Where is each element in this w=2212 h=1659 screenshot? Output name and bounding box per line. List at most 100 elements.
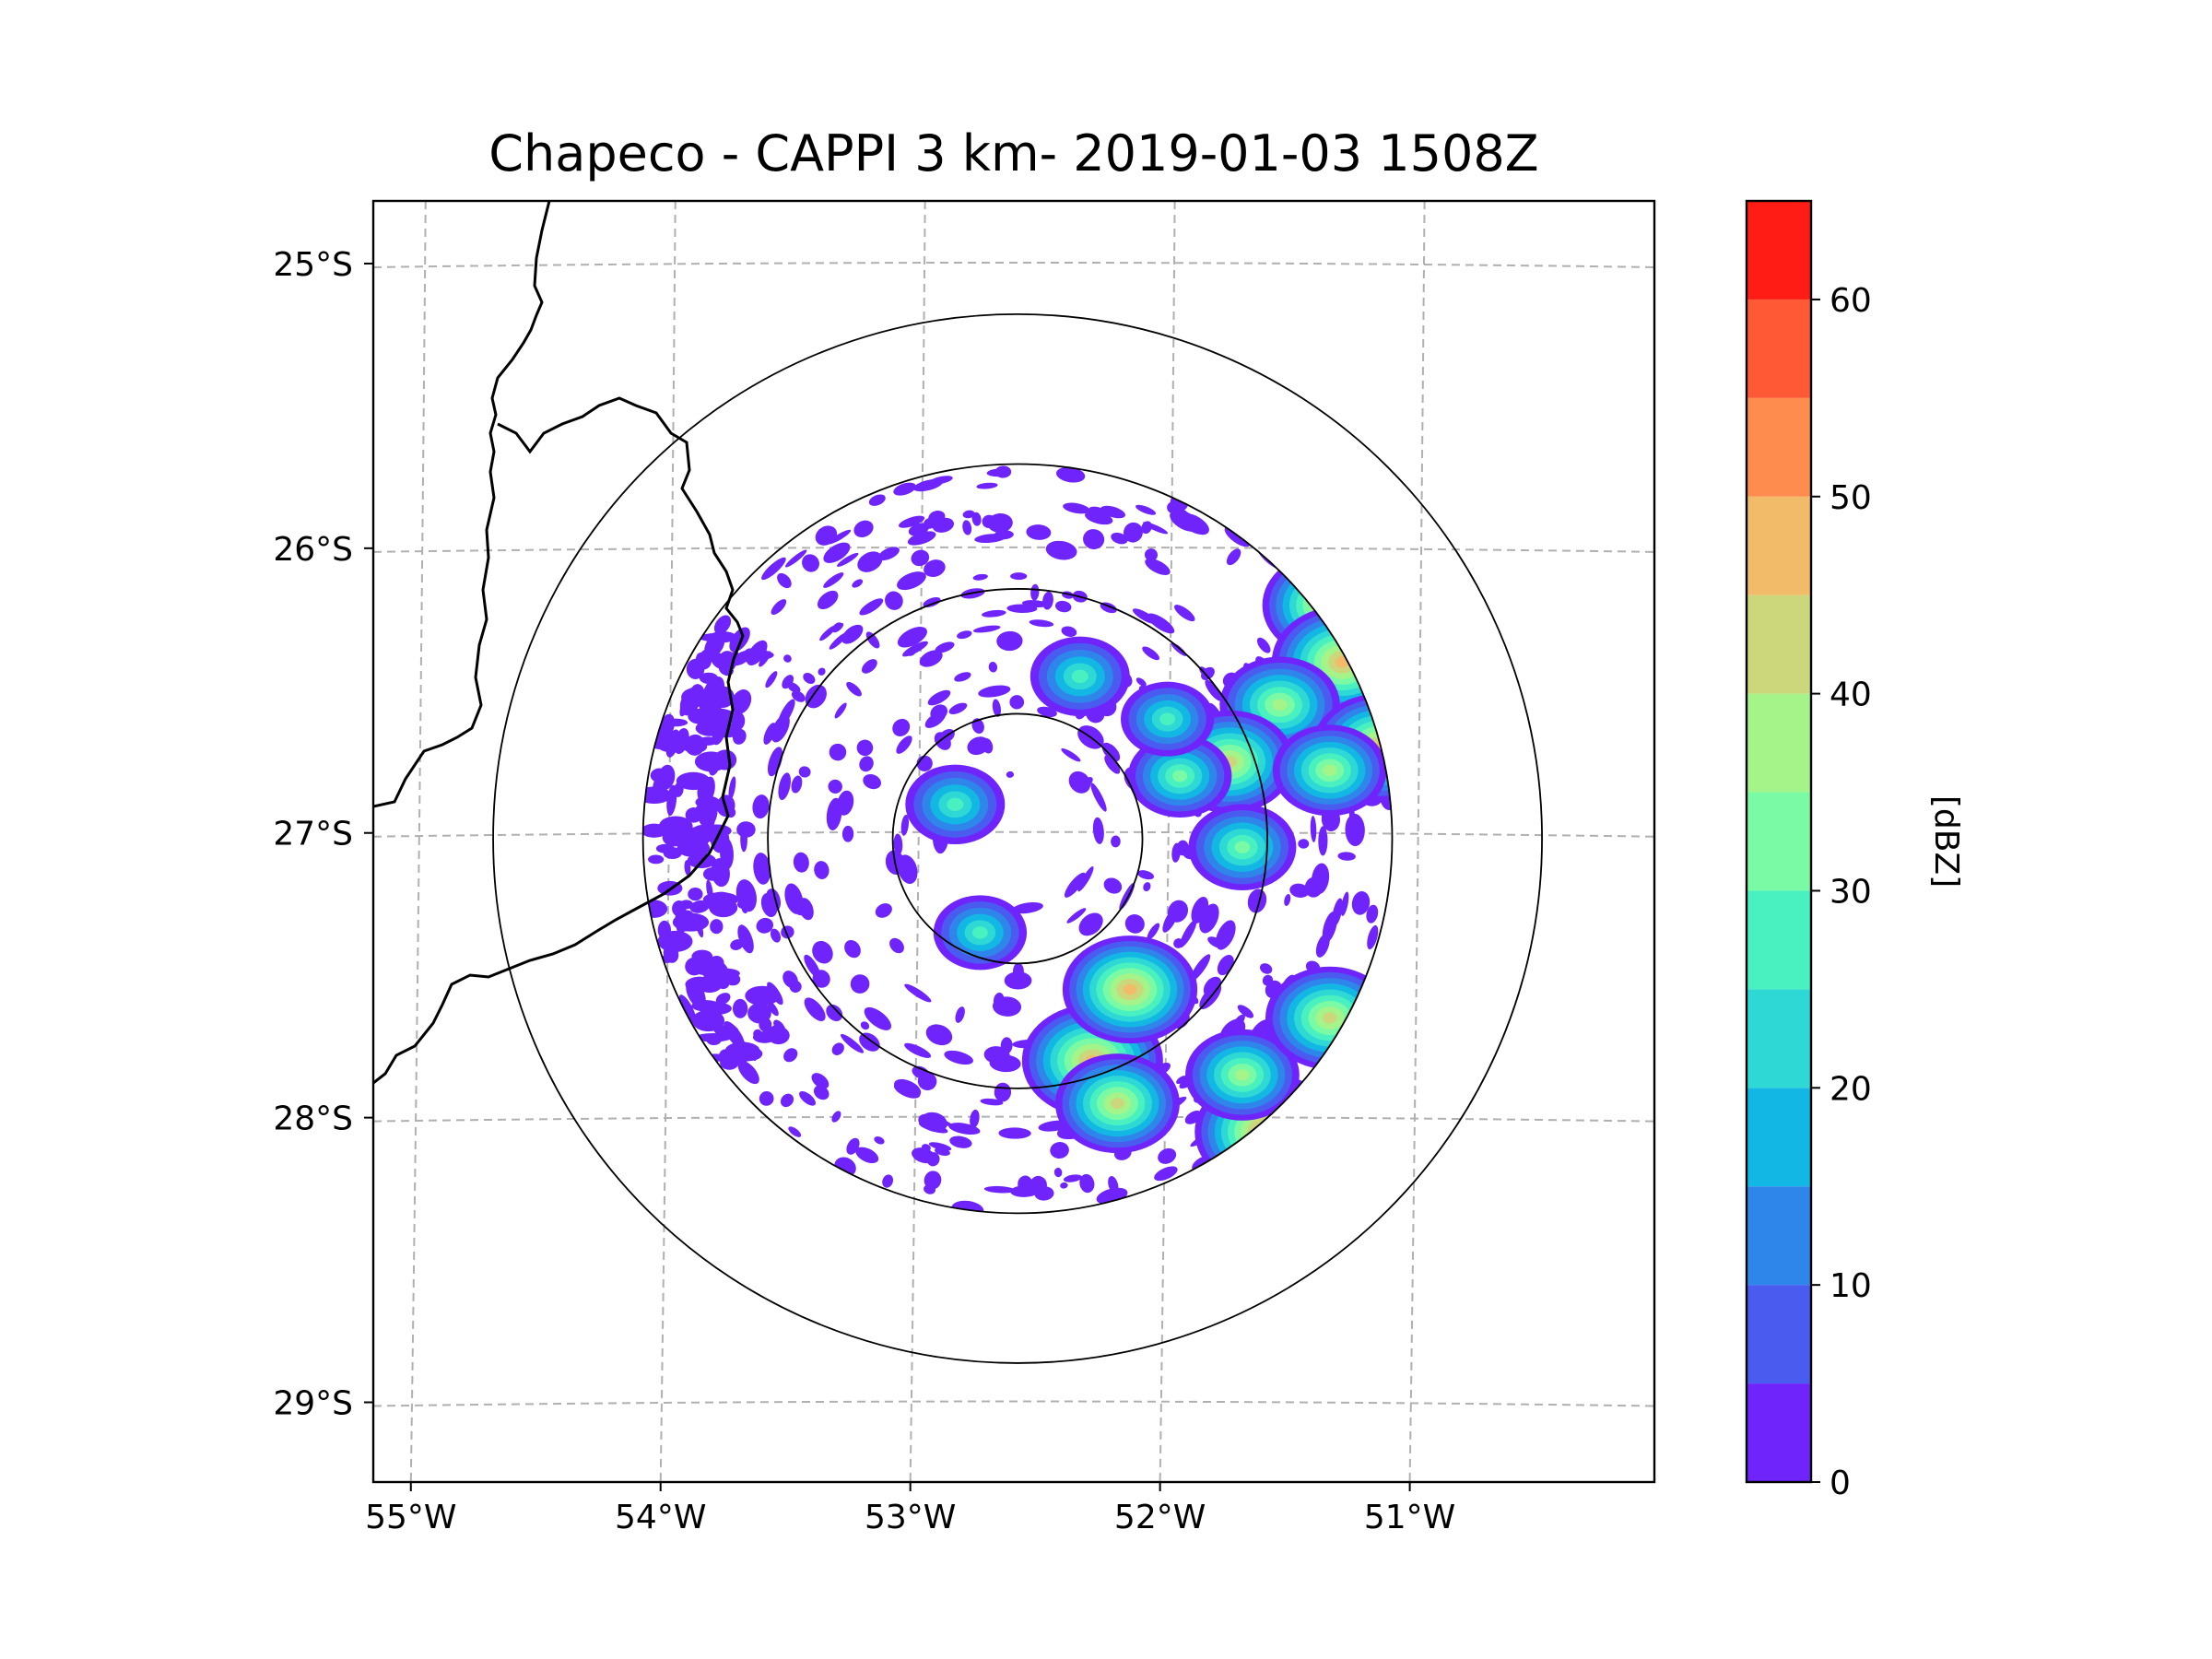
weak-echo [765,671,778,688]
weak-echo [1054,600,1072,613]
parallel-gridline [373,1115,1654,1123]
y-tick-label: 26°S [273,531,353,569]
weak-echo [862,659,877,674]
weak-echo [675,917,691,932]
echo-shell [1297,527,1312,540]
weak-echo [912,1065,930,1079]
weak-echo [1170,510,1201,532]
weak-echo [987,512,1013,533]
weak-echo [902,641,928,657]
colorbar-level [1747,1088,1811,1187]
weak-echo [834,702,847,719]
echo-shell [1323,1012,1337,1024]
colorbar-tick-label: 50 [1830,479,1872,517]
weak-echo [1029,619,1054,628]
weak-echo [1021,600,1049,608]
weak-echo [699,697,722,713]
weak-echo [896,735,912,754]
weak-echo [1158,1147,1177,1164]
colorbar-level [1747,1383,1811,1482]
graticule [373,201,1654,1482]
weak-echo [695,720,726,736]
weak-echo [709,631,737,643]
border-paraguay-argentina [373,201,551,808]
weak-echo [1141,521,1152,535]
weak-echo [907,531,936,546]
weak-echo [1060,1182,1068,1189]
weak-echo [841,1033,865,1053]
weak-echo [1259,963,1273,974]
weak-echo [831,1111,841,1123]
weak-echo [1284,894,1291,906]
weak-echo [1055,466,1086,483]
parallel-gridline [373,1400,1654,1407]
storm-cell [1185,1029,1300,1121]
echo-shell [739,387,822,453]
weak-echo [694,751,728,772]
weak-echo [877,547,900,561]
weak-echo [698,736,718,746]
weak-echo [1068,771,1091,794]
weak-echo [788,1126,802,1137]
weak-echo [1123,522,1143,543]
weak-echo [1171,642,1187,656]
weak-echo [759,1018,772,1032]
y-tick-label: 29°S [273,1385,353,1423]
echo-shell [1289,522,1320,547]
weak-echo [818,667,826,676]
echo-shell [1235,1069,1250,1081]
echo-shell [1272,699,1288,712]
weak-echo [731,1047,762,1062]
meridian-gridline [1408,201,1426,1482]
weak-echo [978,685,1011,698]
weak-echo [992,699,1001,717]
weak-echo [957,630,972,640]
weak-echo [1199,903,1219,934]
weak-echo [1367,924,1379,950]
weak-echo [983,1185,1016,1194]
weak-echo [1042,591,1053,610]
weak-echo [1010,572,1028,581]
colorbar-level [1747,989,1811,1088]
weak-echo [865,631,880,649]
weak-echo [715,993,731,1006]
meridian-gridline [909,201,926,1482]
weak-echo [1030,1175,1047,1194]
weak-echo [1100,602,1117,614]
echo-shell [1172,770,1188,782]
x-tick-label: 54°W [615,1499,706,1536]
weak-echo [846,681,862,697]
weak-echo [841,825,854,842]
weak-echo [648,732,674,750]
weak-echo [863,774,882,790]
weak-echo [853,520,874,538]
weak-echo [730,689,752,714]
weak-echo [1262,974,1274,986]
weak-echo [663,718,688,727]
weak-echo [1012,901,1043,914]
colorbar-level [1747,1186,1811,1286]
weak-echo [852,579,864,588]
weak-echo [982,609,1006,618]
weak-echo [813,1085,830,1100]
range-ring [767,588,1268,1089]
x-tick-label: 53°W [865,1499,956,1536]
weak-echo [782,971,798,989]
colorbar-level [1747,890,1811,990]
storm-cell [1265,966,1393,1070]
range-ring [492,313,1543,1364]
storm-cell [1030,636,1130,717]
weak-echo [949,1135,972,1148]
weak-echo [1154,1166,1178,1182]
weak-echo [763,723,777,745]
weak-echo [694,801,718,824]
weak-echo [811,1073,830,1089]
echo-shell [1110,1098,1124,1110]
weak-echo [826,797,842,830]
weak-echo [699,672,719,684]
weak-echo [928,476,953,485]
weak-echo [1226,548,1241,566]
weak-echo [642,823,667,838]
weak-echo [864,1006,892,1030]
weak-echo [783,1048,798,1063]
